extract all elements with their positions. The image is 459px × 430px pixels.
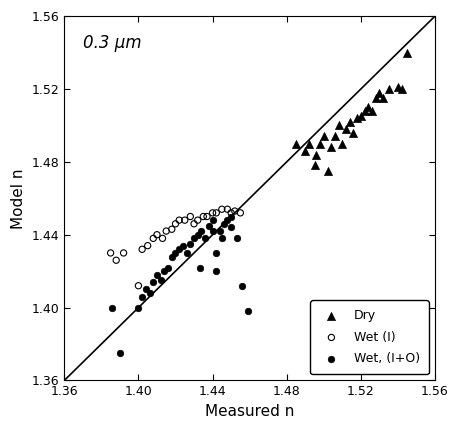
Wet, (I+O) <box>168 253 175 260</box>
Wet, (I+O) <box>149 279 157 286</box>
Dry <box>316 140 323 147</box>
Wet, (I+O) <box>216 227 223 234</box>
Wet, (I+O) <box>208 217 216 224</box>
Dry <box>384 86 392 92</box>
Wet (I) <box>194 217 201 224</box>
Wet, (I+O) <box>218 235 225 242</box>
Wet (I) <box>230 208 238 215</box>
Wet, (I+O) <box>157 277 164 284</box>
Wet, (I+O) <box>238 283 246 289</box>
Wet, (I+O) <box>227 224 234 231</box>
Dry <box>360 108 368 114</box>
Wet, (I+O) <box>146 289 153 296</box>
Wet, (I+O) <box>212 249 219 256</box>
Wet (I) <box>218 206 225 213</box>
Dry <box>353 115 360 122</box>
Dry <box>334 122 341 129</box>
Dry <box>319 133 327 140</box>
Dry <box>291 140 299 147</box>
Wet (I) <box>236 209 244 216</box>
Wet (I) <box>144 242 151 249</box>
Wet (I) <box>134 283 142 289</box>
Wet, (I+O) <box>116 350 123 356</box>
Wet (I) <box>106 249 114 256</box>
Wet, (I+O) <box>227 213 234 220</box>
Wet (I) <box>158 235 166 242</box>
Wet (I) <box>181 217 188 224</box>
Wet, (I+O) <box>186 240 194 247</box>
Dry <box>327 144 334 151</box>
Wet, (I+O) <box>194 231 201 238</box>
Wet, (I+O) <box>196 264 203 271</box>
Text: 0.3 μm: 0.3 μm <box>83 34 141 52</box>
Wet, (I+O) <box>223 217 230 224</box>
Wet (I) <box>172 220 179 227</box>
Y-axis label: Model n: Model n <box>11 168 26 228</box>
Wet, (I+O) <box>153 271 160 278</box>
Dry <box>397 86 404 92</box>
Wet (I) <box>120 249 127 256</box>
Wet (I) <box>190 220 197 227</box>
Dry <box>341 126 349 132</box>
Dry <box>371 95 379 101</box>
Dry <box>356 113 364 120</box>
Dry <box>364 104 371 111</box>
Wet (I) <box>212 209 219 216</box>
Wet, (I+O) <box>179 242 186 249</box>
Wet (I) <box>168 226 175 233</box>
Dry <box>305 140 312 147</box>
Dry <box>393 84 401 91</box>
Wet, (I+O) <box>109 304 116 311</box>
Wet, (I+O) <box>138 293 146 300</box>
Wet, (I+O) <box>172 249 179 256</box>
Wet (I) <box>223 206 230 213</box>
Wet, (I+O) <box>219 220 227 227</box>
Wet, (I+O) <box>175 246 183 253</box>
Dry <box>375 89 382 96</box>
Dry <box>349 129 356 136</box>
Wet (I) <box>227 209 234 216</box>
Dry <box>312 151 319 158</box>
Dry <box>379 95 386 101</box>
Wet (I) <box>112 257 120 264</box>
Dry <box>338 140 345 147</box>
Wet (I) <box>199 213 207 220</box>
Dry <box>368 108 375 114</box>
Wet (I) <box>186 213 194 220</box>
X-axis label: Measured n: Measured n <box>205 404 294 419</box>
Dry <box>330 133 338 140</box>
Wet, (I+O) <box>244 308 251 315</box>
Wet, (I+O) <box>183 249 190 256</box>
Wet, (I+O) <box>201 235 208 242</box>
Wet (I) <box>138 246 146 253</box>
Wet (I) <box>153 231 160 238</box>
Wet, (I+O) <box>197 227 205 234</box>
Wet, (I+O) <box>190 235 197 242</box>
Wet, (I+O) <box>233 235 240 242</box>
Wet, (I+O) <box>205 222 212 229</box>
Wet (I) <box>203 213 210 220</box>
Wet (I) <box>149 235 157 242</box>
Wet, (I+O) <box>212 268 219 275</box>
Legend: Dry, Wet (I), Wet, (I+O): Dry, Wet (I), Wet, (I+O) <box>309 300 428 374</box>
Wet (I) <box>175 217 183 224</box>
Wet, (I+O) <box>164 264 171 271</box>
Wet (I) <box>208 209 216 216</box>
Dry <box>345 118 353 125</box>
Dry <box>301 147 308 154</box>
Wet, (I+O) <box>160 268 168 275</box>
Wet, (I+O) <box>142 286 149 293</box>
Dry <box>403 49 410 56</box>
Wet, (I+O) <box>208 227 216 234</box>
Wet, (I+O) <box>134 304 142 311</box>
Wet (I) <box>162 227 169 234</box>
Dry <box>323 168 330 175</box>
Dry <box>310 162 318 169</box>
